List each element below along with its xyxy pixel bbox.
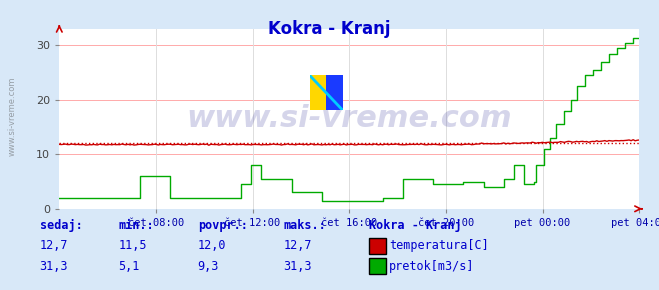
Text: www.si-vreme.com: www.si-vreme.com [8, 76, 17, 156]
Text: 11,5: 11,5 [119, 240, 147, 252]
Text: sedaj:: sedaj: [40, 219, 82, 232]
Text: 12,7: 12,7 [40, 240, 68, 252]
Text: temperatura[C]: temperatura[C] [389, 240, 488, 252]
Text: www.si-vreme.com: www.si-vreme.com [186, 104, 512, 133]
Text: 12,0: 12,0 [198, 240, 226, 252]
Text: 31,3: 31,3 [283, 260, 312, 273]
Text: 9,3: 9,3 [198, 260, 219, 273]
Text: 12,7: 12,7 [283, 240, 312, 252]
Text: pretok[m3/s]: pretok[m3/s] [389, 260, 474, 273]
Text: povpr.:: povpr.: [198, 219, 248, 232]
Text: Kokra - Kranj: Kokra - Kranj [369, 219, 462, 232]
Text: Kokra - Kranj: Kokra - Kranj [268, 20, 391, 38]
Bar [326, 75, 343, 110]
Text: 31,3: 31,3 [40, 260, 68, 273]
Text: maks.:: maks.: [283, 219, 326, 232]
Text: min.:: min.: [119, 219, 154, 232]
Bar [310, 75, 326, 110]
Text: 5,1: 5,1 [119, 260, 140, 273]
